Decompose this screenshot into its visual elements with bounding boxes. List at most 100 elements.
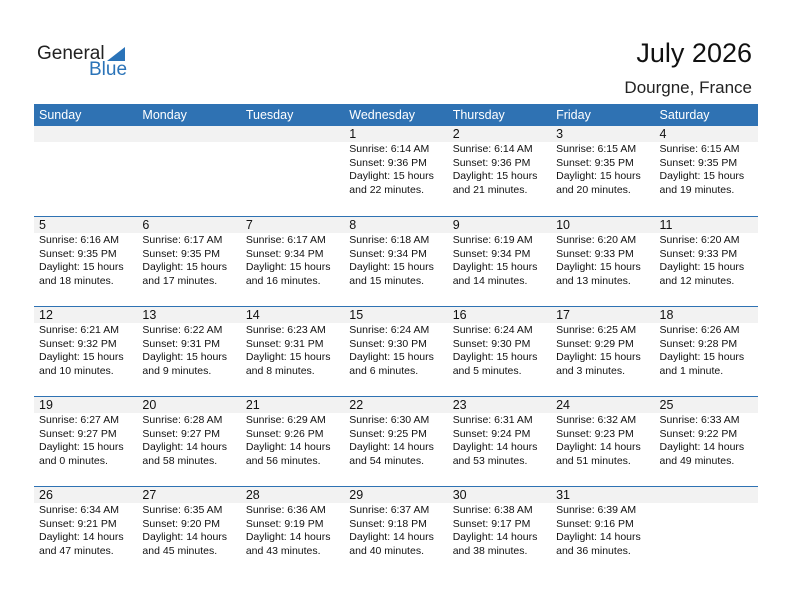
page-title: July 2026 xyxy=(636,38,752,68)
daylight-text: Daylight: 15 hours xyxy=(39,261,124,273)
sunset-text: Sunset: 9:24 PM xyxy=(452,427,531,440)
day-info: Sunrise: 6:33 AM Sunset: 9:22 PM Daylight:… xyxy=(655,413,758,468)
sunset-text: Sunset: 9:25 PM xyxy=(349,427,427,440)
logo-triangle-icon xyxy=(107,47,125,61)
weekday-header: Sunday Monday Tuesday Wednesday Thursday Frid… xyxy=(34,104,758,126)
week-row: 5 Sunrise: 6:16 AM Sunset: 9:35 PM Daylight… xyxy=(34,216,758,306)
sunrise-text: Sunrise: 6:25 AM xyxy=(556,324,637,336)
day-info: Sunrise: 6:25 AM Sunset: 9:29 PM Daylight:… xyxy=(551,323,654,378)
minutes-text: and 8 minutes. xyxy=(245,364,315,377)
day-info: Sunrise: 6:22 AM Sunset: 9:31 PM Daylight:… xyxy=(137,323,240,378)
day-number: 15 xyxy=(344,307,448,323)
day-cell: 12 Sunrise: 6:21 AM Sunset: 9:32 PM Dayligh… xyxy=(34,307,138,396)
day-cell: 17 Sunrise: 6:25 AM Sunset: 9:29 PM Dayligh… xyxy=(551,307,655,396)
minutes-text: and 21 minutes. xyxy=(452,183,528,196)
weekday-saturday: Saturday xyxy=(659,108,710,122)
day-info: Sunrise: 6:23 AM Sunset: 9:31 PM Daylight:… xyxy=(241,323,344,378)
sunrise-text: Sunrise: 6:17 AM xyxy=(142,234,223,246)
sunset-text: Sunset: 9:35 PM xyxy=(39,247,117,260)
day-info: Sunrise: 6:18 AM Sunset: 9:34 PM Daylight:… xyxy=(344,233,447,288)
sunrise-text: Sunrise: 6:27 AM xyxy=(39,414,119,426)
minutes-text: and 43 minutes. xyxy=(245,544,321,557)
sunset-text: Sunset: 9:34 PM xyxy=(245,247,324,260)
weekday-wednesday: Wednesday xyxy=(349,108,416,122)
day-info: Sunrise: 6:27 AM Sunset: 9:27 PM Daylight:… xyxy=(34,413,137,468)
day-number: 23 xyxy=(447,397,552,413)
day-cell: 8 Sunrise: 6:18 AM Sunset: 9:34 PM Daylight… xyxy=(344,217,448,306)
sunrise-text: Sunrise: 6:17 AM xyxy=(245,234,326,246)
daylight-text: Daylight: 14 hours xyxy=(556,531,641,543)
sunrise-text: Sunrise: 6:16 AM xyxy=(39,234,119,246)
day-number: 1 xyxy=(344,126,448,142)
week-row: 19 Sunrise: 6:27 AM Sunset: 9:27 PM Dayligh… xyxy=(34,396,758,486)
minutes-text: and 17 minutes. xyxy=(142,274,218,287)
sunrise-text: Sunrise: 6:20 AM xyxy=(659,234,740,246)
daylight-text: Daylight: 15 hours xyxy=(556,261,641,273)
daylight-text: Daylight: 14 hours xyxy=(349,441,434,453)
sunrise-text: Sunrise: 6:28 AM xyxy=(142,414,223,426)
minutes-text: and 3 minutes. xyxy=(556,364,625,377)
day-cell: 27 Sunrise: 6:35 AM Sunset: 9:20 PM Dayligh… xyxy=(137,487,241,576)
day-info: Sunrise: 6:30 AM Sunset: 9:25 PM Daylight:… xyxy=(344,413,447,468)
day-number: 5 xyxy=(34,217,138,233)
empty-cell xyxy=(34,126,138,216)
daylight-text: Daylight: 14 hours xyxy=(452,441,538,453)
sunrise-text: Sunrise: 6:24 AM xyxy=(349,324,430,336)
sunset-text: Sunset: 9:28 PM xyxy=(659,337,738,350)
daylight-text: Daylight: 15 hours xyxy=(452,351,538,363)
day-number: 24 xyxy=(551,397,655,413)
day-cell: 21 Sunrise: 6:29 AM Sunset: 9:26 PM Dayligh… xyxy=(240,397,345,486)
day-number: 16 xyxy=(447,307,552,323)
sunset-text: Sunset: 9:32 PM xyxy=(39,337,117,350)
sunset-text: Sunset: 9:35 PM xyxy=(659,156,738,169)
day-info: Sunrise: 6:31 AM Sunset: 9:24 PM Daylight:… xyxy=(448,413,551,468)
daylight-text: Daylight: 15 hours xyxy=(142,261,228,273)
day-number: 19 xyxy=(34,397,138,413)
day-cell: 18 Sunrise: 6:26 AM Sunset: 9:28 PM Dayligh… xyxy=(654,307,758,396)
minutes-text: and 19 minutes. xyxy=(659,183,735,196)
day-info: Sunrise: 6:28 AM Sunset: 9:27 PM Daylight:… xyxy=(137,413,240,468)
day-number: 6 xyxy=(137,217,241,233)
sunset-text: Sunset: 9:30 PM xyxy=(349,337,427,350)
day-info: Sunrise: 6:14 AM Sunset: 9:36 PM Daylight:… xyxy=(448,142,551,197)
sunrise-text: Sunrise: 6:22 AM xyxy=(142,324,223,336)
minutes-text: and 1 minute. xyxy=(659,364,724,377)
sunrise-text: Sunrise: 6:33 AM xyxy=(659,414,740,426)
day-info: Sunrise: 6:29 AM Sunset: 9:26 PM Daylight:… xyxy=(241,413,344,468)
day-info: Sunrise: 6:32 AM Sunset: 9:23 PM Daylight:… xyxy=(551,413,654,468)
day-info: Sunrise: 6:37 AM Sunset: 9:18 PM Daylight:… xyxy=(344,503,447,558)
day-cell: 3 Sunrise: 6:15 AM Sunset: 9:35 PM Daylight… xyxy=(551,126,655,216)
day-number: 10 xyxy=(551,217,655,233)
day-number: 8 xyxy=(344,217,448,233)
sunrise-text: Sunrise: 6:38 AM xyxy=(452,504,533,516)
day-info: Sunrise: 6:20 AM Sunset: 9:33 PM Daylight:… xyxy=(655,233,758,288)
day-cell: 29 Sunrise: 6:37 AM Sunset: 9:18 PM Dayligh… xyxy=(344,487,448,576)
day-cell: 20 Sunrise: 6:28 AM Sunset: 9:27 PM Dayligh… xyxy=(137,397,241,486)
empty-cell xyxy=(137,126,241,216)
day-info: Sunrise: 6:17 AM Sunset: 9:34 PM Daylight:… xyxy=(241,233,344,288)
sunset-text: Sunset: 9:30 PM xyxy=(452,337,531,350)
weekday-monday: Monday xyxy=(142,108,187,122)
sunset-text: Sunset: 9:16 PM xyxy=(556,517,634,530)
sunrise-text: Sunrise: 6:15 AM xyxy=(659,143,740,155)
sunset-text: Sunset: 9:26 PM xyxy=(245,427,324,440)
day-info: Sunrise: 6:21 AM Sunset: 9:32 PM Daylight:… xyxy=(34,323,137,378)
day-number: 26 xyxy=(34,487,138,503)
daylight-text: Daylight: 14 hours xyxy=(556,441,641,453)
day-number xyxy=(137,126,241,142)
weekday-friday: Friday xyxy=(556,108,591,122)
sunrise-text: Sunrise: 6:24 AM xyxy=(452,324,533,336)
day-info: Sunrise: 6:19 AM Sunset: 9:34 PM Daylight:… xyxy=(448,233,551,288)
day-info: Sunrise: 6:35 AM Sunset: 9:20 PM Daylight:… xyxy=(137,503,240,558)
day-number: 7 xyxy=(240,217,345,233)
day-number: 18 xyxy=(654,307,758,323)
minutes-text: and 18 minutes. xyxy=(39,274,114,287)
sunset-text: Sunset: 9:23 PM xyxy=(556,427,634,440)
day-cell: 13 Sunrise: 6:22 AM Sunset: 9:31 PM Dayligh… xyxy=(137,307,241,396)
sunrise-text: Sunrise: 6:26 AM xyxy=(659,324,740,336)
sunrise-text: Sunrise: 6:35 AM xyxy=(142,504,223,516)
day-cell: 14 Sunrise: 6:23 AM Sunset: 9:31 PM Dayligh… xyxy=(240,307,345,396)
day-cell: 9 Sunrise: 6:19 AM Sunset: 9:34 PM Daylight… xyxy=(447,217,552,306)
day-number xyxy=(34,126,138,142)
minutes-text: and 54 minutes. xyxy=(349,454,424,467)
